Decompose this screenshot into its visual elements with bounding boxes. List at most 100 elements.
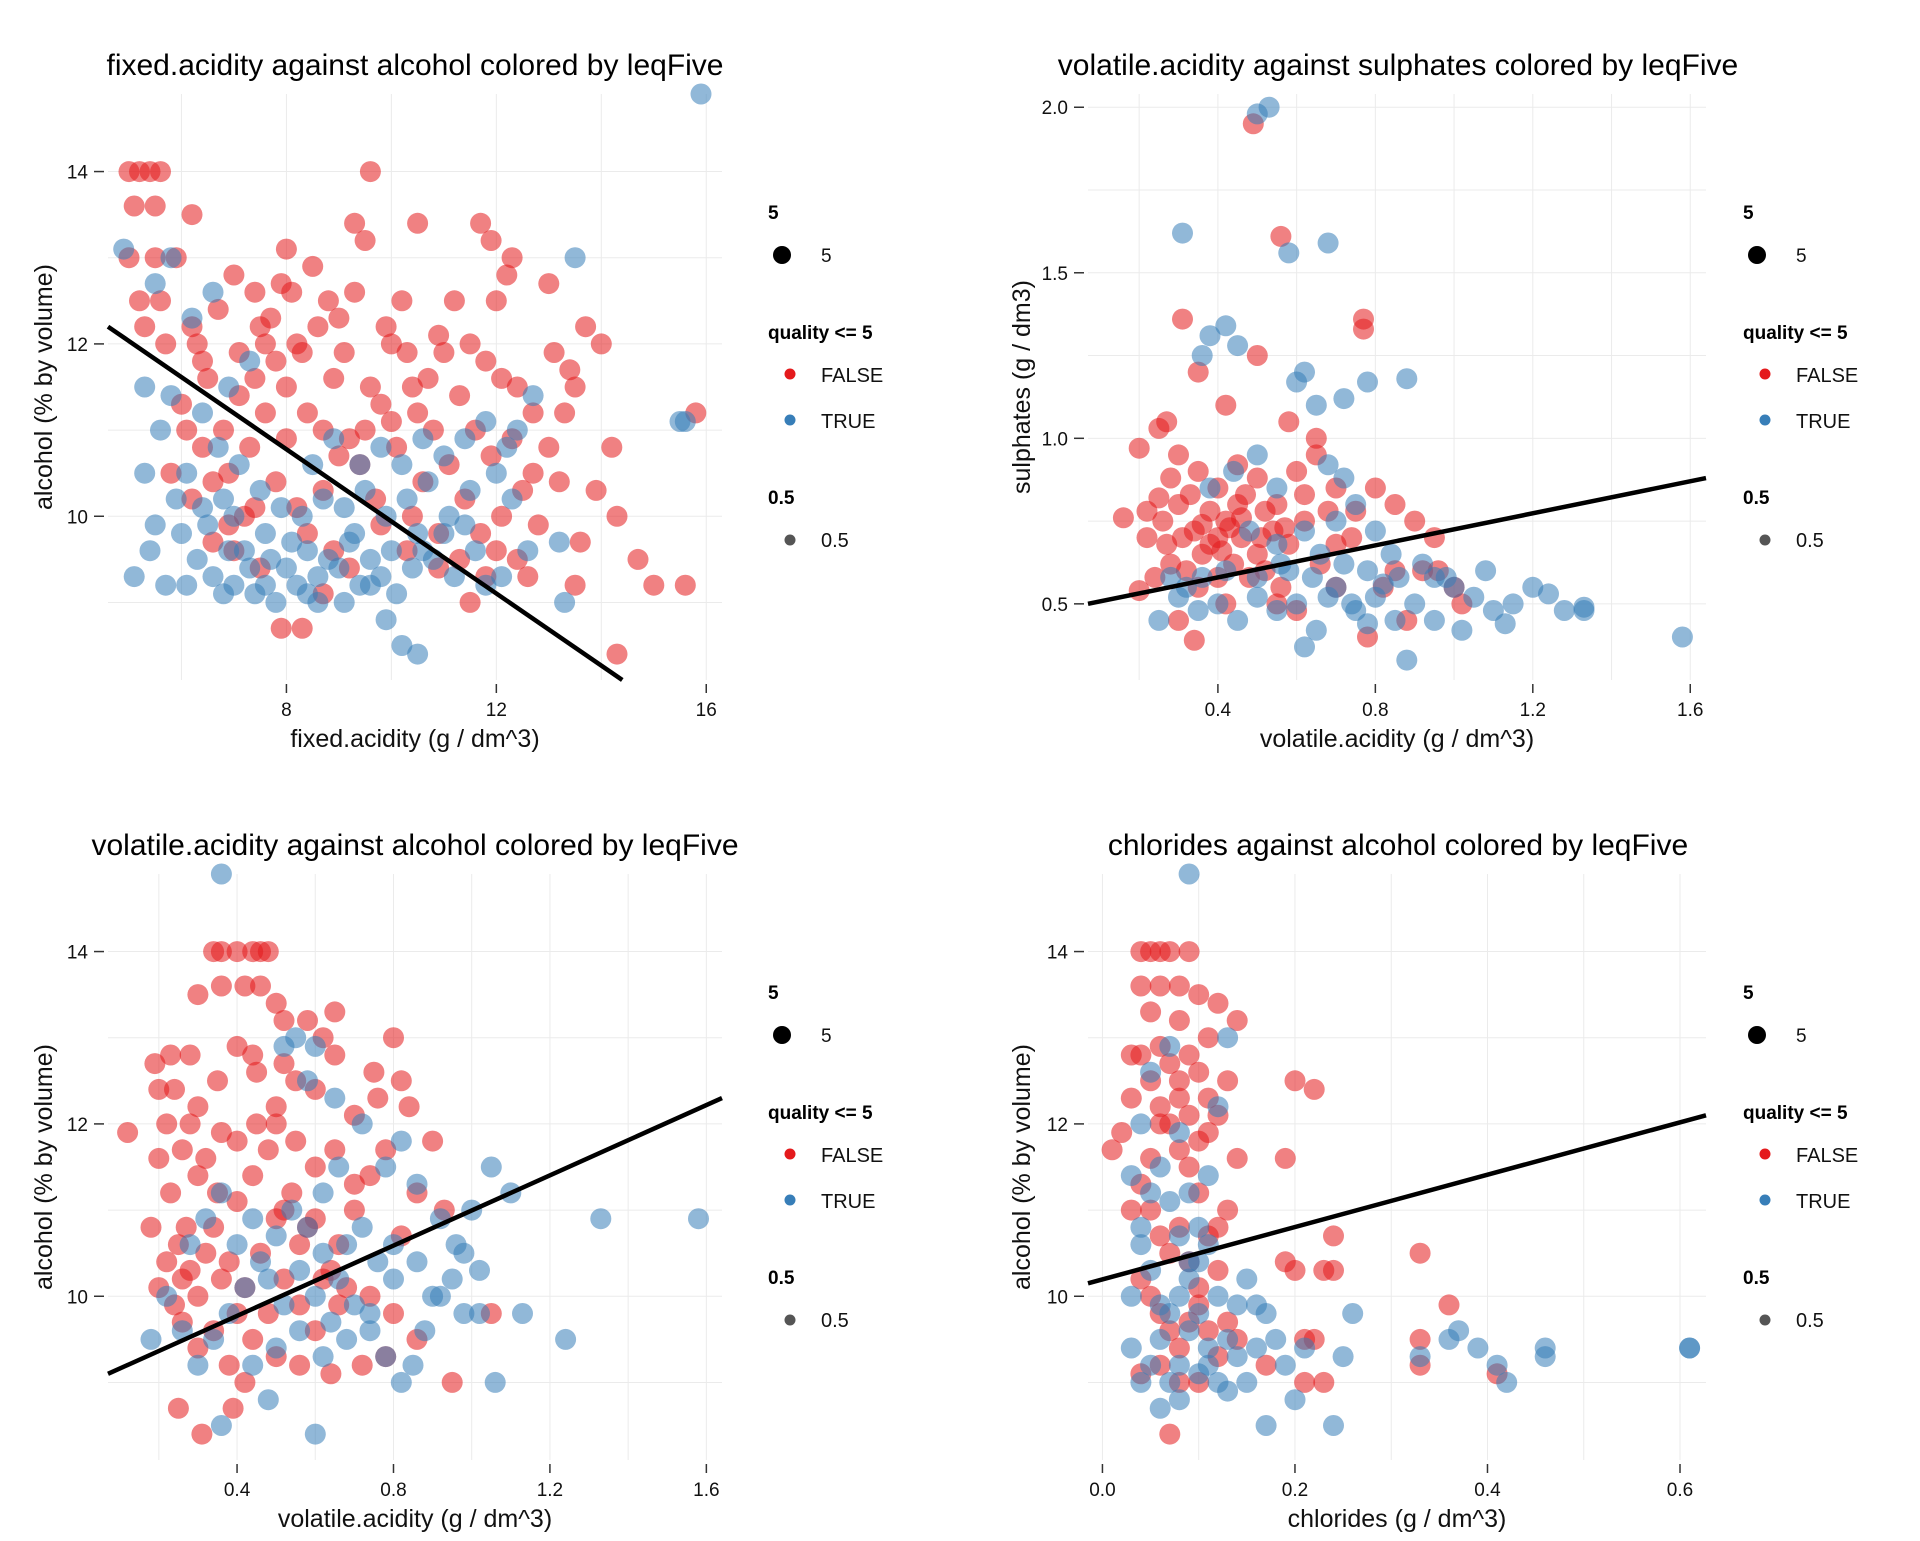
data-point: [1215, 315, 1237, 337]
data-point: [1317, 586, 1339, 608]
data-point: [1178, 1044, 1200, 1066]
data-point: [234, 975, 256, 997]
data-point: [1197, 1354, 1219, 1376]
data-point: [244, 281, 266, 303]
data-point: [1197, 1027, 1219, 1049]
y-tick-label: 14: [67, 163, 89, 184]
y-tick-label: 12: [67, 1115, 88, 1136]
data-point: [370, 393, 392, 415]
data-point: [210, 1415, 232, 1436]
data-point: [186, 548, 208, 570]
data-point: [380, 540, 402, 562]
data-point: [1149, 1156, 1171, 1178]
data-point: [195, 1208, 217, 1230]
data-point: [1172, 308, 1193, 330]
data-point: [375, 1346, 397, 1368]
data-point: [383, 1027, 404, 1049]
data-point: [1246, 586, 1268, 608]
data-point: [1140, 1199, 1162, 1221]
y-tick-label: 0.5: [1042, 595, 1068, 616]
data-point: [218, 1251, 240, 1273]
data-point: [210, 1268, 232, 1290]
data-point: [1384, 609, 1406, 631]
data-point: [239, 436, 261, 458]
data-point: [522, 402, 544, 424]
data-point: [1364, 477, 1386, 499]
data-point: [564, 247, 586, 269]
data-point: [307, 566, 329, 588]
data-point: [1227, 609, 1249, 631]
x-tick-label: 16: [696, 700, 717, 721]
data-point: [246, 1061, 268, 1083]
data-point: [1357, 560, 1378, 582]
data-point: [1341, 593, 1363, 615]
data-point: [134, 462, 156, 484]
data-point: [1207, 593, 1229, 615]
data-point: [1294, 520, 1315, 542]
data-point: [323, 367, 345, 389]
data-point: [517, 540, 539, 562]
data-point: [1294, 1371, 1316, 1393]
data-point: [1211, 540, 1233, 562]
legend-size-key: [773, 1026, 791, 1044]
data-point: [1438, 1294, 1460, 1316]
data-point: [312, 1346, 334, 1368]
data-point: [187, 1285, 209, 1307]
data-point: [485, 540, 507, 562]
data-point: [1168, 1010, 1190, 1031]
data-point: [401, 505, 423, 527]
legend-false-key: [1759, 1148, 1771, 1160]
data-point: [1305, 427, 1327, 449]
data-point: [1215, 394, 1237, 416]
legend-alpha-title: 0.5: [768, 1268, 795, 1289]
data-point: [171, 1139, 193, 1161]
data-point: [1187, 460, 1209, 482]
data-point: [417, 367, 439, 389]
data-point: [144, 247, 166, 269]
data-point: [459, 333, 481, 355]
data-point: [1502, 593, 1524, 615]
data-point: [296, 540, 318, 562]
data-point: [289, 1294, 311, 1316]
data-point: [289, 1259, 311, 1281]
data-point: [522, 385, 544, 407]
data-point: [359, 376, 381, 398]
data-point: [273, 1053, 295, 1075]
data-point: [1160, 566, 1182, 588]
data-point: [1120, 1199, 1142, 1221]
data-point: [688, 1208, 709, 1230]
data-point: [522, 462, 544, 484]
data-point: [475, 411, 497, 432]
data-point: [1187, 361, 1209, 383]
y-tick-label: 14: [1047, 943, 1069, 964]
legend-true-label: TRUE: [821, 411, 875, 433]
data-point: [1270, 576, 1292, 598]
data-point: [1191, 543, 1213, 565]
data-point: [1168, 1087, 1190, 1109]
data-point: [1435, 566, 1457, 588]
data-point: [148, 1147, 170, 1169]
data-point: [1226, 1010, 1248, 1031]
data-point: [1148, 609, 1170, 631]
data-point: [1274, 1354, 1296, 1376]
data-point: [187, 1337, 209, 1359]
data-point: [265, 591, 287, 613]
data-point: [1553, 600, 1575, 621]
x-axis-label: fixed.acidity (g / dm^3): [290, 725, 539, 753]
data-point: [1246, 345, 1268, 366]
data-point: [1325, 533, 1347, 555]
data-point: [1120, 1087, 1142, 1109]
data-point: [195, 1147, 217, 1169]
data-point: [195, 1242, 217, 1264]
legend-size-label: 5: [1796, 246, 1807, 267]
data-point: [1265, 1328, 1287, 1350]
data-point: [160, 1182, 182, 1204]
data-point: [469, 1259, 490, 1281]
data-point: [1305, 394, 1327, 416]
legend-true-label: TRUE: [821, 1191, 875, 1213]
data-point: [304, 1156, 326, 1178]
data-point: [370, 566, 392, 588]
data-point: [160, 462, 182, 484]
data-point: [1255, 1354, 1277, 1376]
